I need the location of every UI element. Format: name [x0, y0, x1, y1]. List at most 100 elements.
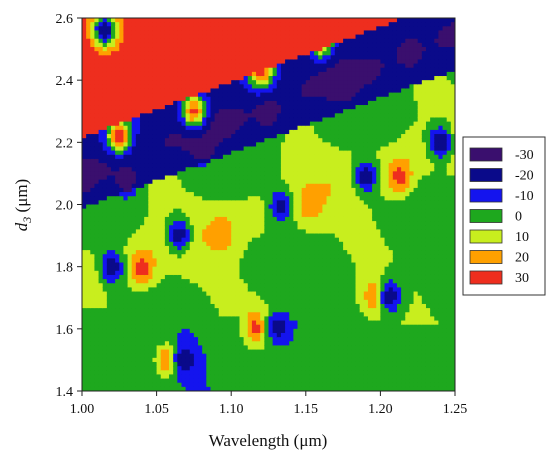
contour-cell	[264, 245, 270, 251]
contour-cell	[251, 158, 257, 164]
contour-cell	[127, 316, 133, 322]
contour-cell	[140, 266, 145, 272]
contour-cell	[119, 245, 125, 251]
contour-cell	[206, 38, 212, 44]
contour-cell	[90, 382, 96, 388]
contour-cell	[268, 237, 274, 243]
contour-cell	[301, 150, 307, 156]
contour-cell	[289, 105, 294, 110]
contour-cell	[185, 175, 191, 181]
contour-cell	[264, 96, 270, 102]
contour-cell	[264, 316, 270, 322]
contour-cell	[90, 63, 96, 69]
contour-cell	[198, 63, 203, 69]
contour-cell	[140, 192, 145, 197]
contour-cell	[301, 121, 307, 127]
contour-cell	[251, 187, 257, 193]
contour-cell	[169, 71, 174, 77]
contour-cell	[189, 34, 195, 40]
contour-cell	[285, 229, 290, 235]
contour-cell	[210, 291, 216, 297]
contour-cell	[140, 299, 145, 305]
contour-cell	[222, 254, 228, 259]
contour-cell	[144, 279, 149, 284]
contour-cell	[127, 320, 133, 326]
contour-cell	[115, 320, 120, 326]
contour-cell	[256, 212, 261, 218]
contour-cell	[140, 113, 145, 119]
contour-cell	[111, 262, 116, 268]
contour-cell	[98, 229, 104, 235]
contour-cell	[272, 254, 278, 259]
contour-cell	[160, 142, 166, 148]
contour-cell	[140, 386, 145, 391]
contour-cell	[198, 26, 203, 32]
contour-cell	[119, 200, 125, 206]
contour-cell	[152, 216, 158, 222]
contour-cell	[243, 237, 249, 243]
contour-cell	[247, 92, 253, 98]
contour-cell	[214, 299, 220, 305]
contour-cell	[206, 287, 212, 293]
contour-cell	[119, 291, 125, 297]
contour-cell	[90, 374, 96, 380]
contour-cell	[227, 337, 232, 342]
contour-cell	[218, 100, 224, 106]
contour-cell	[239, 150, 245, 156]
contour-cell	[297, 158, 303, 164]
contour-cell	[264, 175, 270, 181]
contour-cell	[231, 30, 236, 36]
contour-cell	[98, 121, 104, 127]
contour-cell	[119, 196, 125, 201]
contour-cell	[231, 212, 236, 218]
contour-cell	[247, 382, 253, 388]
contour-cell	[206, 299, 212, 305]
contour-cell	[202, 84, 207, 90]
contour-cell	[123, 196, 129, 201]
contour-cell	[227, 96, 232, 102]
contour-cell	[251, 138, 257, 143]
contour-cell	[227, 18, 232, 23]
contour-cell	[119, 80, 125, 85]
contour-cell	[276, 366, 282, 371]
contour-cell	[148, 316, 154, 322]
contour-cell	[202, 233, 207, 239]
contour-cell	[164, 332, 170, 338]
contour-cell	[148, 320, 154, 326]
contour-cell	[285, 200, 290, 206]
contour-cell	[293, 245, 299, 251]
contour-cell	[309, 200, 315, 206]
contour-cell	[305, 63, 311, 69]
contour-cell	[268, 84, 274, 90]
contour-cell	[86, 312, 91, 317]
contour-cell	[148, 183, 154, 189]
contour-cell	[181, 386, 187, 391]
contour-cell	[115, 59, 120, 65]
contour-cell	[169, 109, 174, 114]
contour-cell	[131, 167, 137, 172]
contour-cell	[214, 353, 220, 359]
contour-cell	[202, 200, 207, 206]
contour-cell	[115, 67, 120, 73]
contour-cell	[272, 63, 278, 69]
contour-cell	[235, 67, 241, 73]
contour-cell	[235, 30, 241, 36]
contour-cell	[189, 303, 195, 309]
contour-cell	[86, 38, 91, 44]
contour-cell	[305, 22, 311, 27]
contour-cell	[131, 138, 137, 143]
contour-cell	[173, 42, 178, 48]
contour-cell	[86, 374, 91, 380]
contour-cell	[123, 187, 129, 193]
contour-cell	[198, 349, 203, 355]
contour-cell	[111, 316, 116, 322]
contour-cell	[131, 324, 137, 330]
contour-cell	[135, 158, 141, 164]
contour-cell	[177, 88, 183, 94]
contour-cell	[94, 51, 100, 56]
contour-cell	[169, 113, 174, 119]
contour-cell	[152, 167, 158, 172]
contour-cell	[106, 270, 112, 276]
contour-cell	[285, 158, 290, 164]
contour-cell	[235, 303, 241, 309]
